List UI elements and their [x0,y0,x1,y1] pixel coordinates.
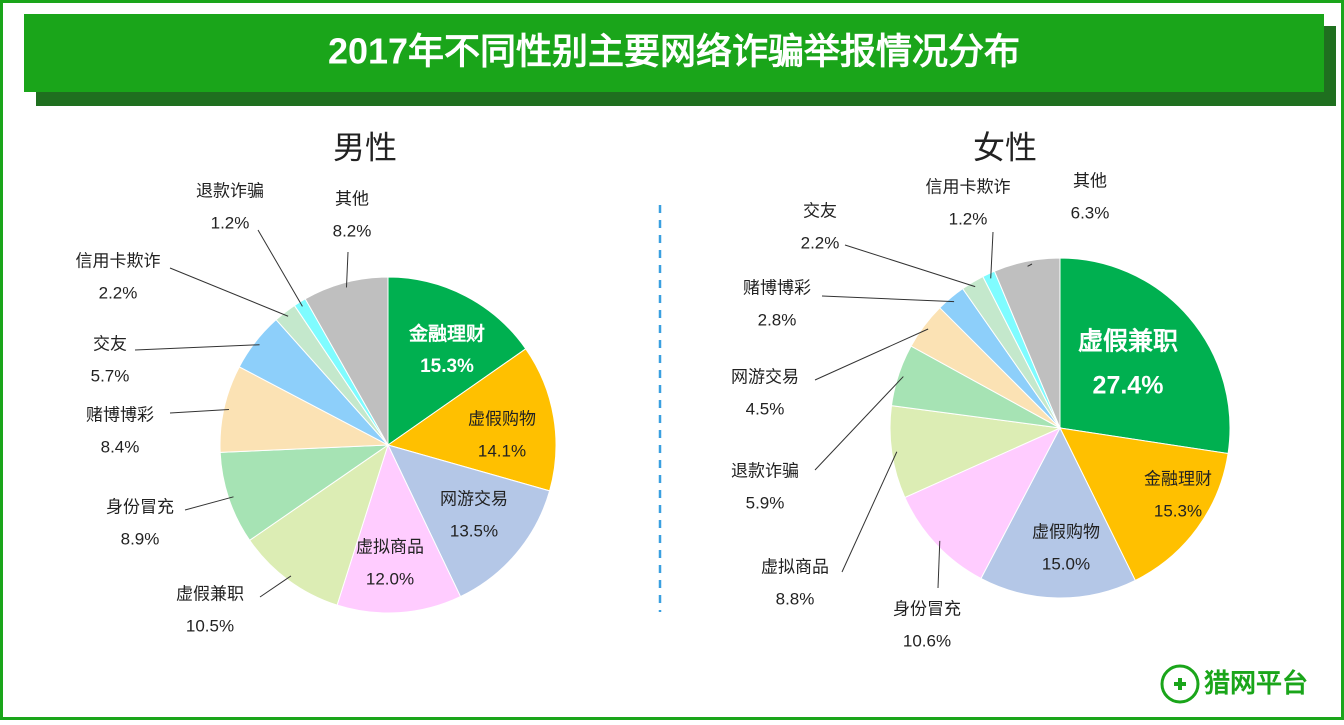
value-label: 5.7% [91,366,130,385]
category-label: 赌博博彩 [743,278,811,297]
leader-line [169,408,229,414]
pie-slice [1059,257,1231,455]
pie-slice [980,426,1136,599]
page-title: 2017年不同性别主要网络诈骗举报情况分布 [328,31,1020,72]
leader-line [259,575,292,598]
category-label: 交友 [803,201,837,220]
leader-line [184,496,234,511]
value-label: 15.3% [1154,501,1202,520]
leader-line [345,251,349,288]
category-label: 退款诈骗 [196,181,264,200]
leader-line [990,231,994,279]
value-label: 5.9% [746,493,785,512]
value-label: 2.2% [801,233,840,252]
leader-line [1027,263,1033,267]
value-label: 4.5% [746,399,785,418]
value-label: 8.4% [101,437,140,456]
category-label: 虚拟商品 [356,537,424,556]
pie-slice [889,405,1062,499]
banner [24,14,1324,92]
pie-slice [336,443,462,614]
category-label: 金融理财 [1144,469,1212,488]
leader-line [844,244,976,288]
category-label: 身份冒充 [893,599,961,618]
category-label: 其他 [1073,171,1107,190]
leader-line [814,376,904,471]
value-label: 10.5% [186,616,234,635]
leader-line [169,267,289,317]
value-label: 15.0% [1042,554,1090,573]
category-label: 金融理财 [408,322,485,345]
pie-slice [993,257,1061,429]
value-label: 13.5% [450,521,498,540]
category-label: 其他 [335,189,369,208]
category-label: 虚假兼职 [176,584,244,603]
pie-slice [248,443,389,606]
logo: 猎网平台 [1160,664,1308,704]
category-label: 交友 [93,334,127,353]
category-label: 信用卡欺诈 [926,177,1011,196]
value-label: 8.8% [776,589,815,608]
chart-title: 女性 [973,129,1037,165]
value-label: 27.4% [1093,372,1164,400]
category-label: 信用卡欺诈 [76,251,161,270]
leader-line [134,344,260,351]
pie-slice [387,276,527,446]
leader-line [821,295,955,303]
category-label: 虚假兼职 [1078,327,1178,356]
category-label: 虚假购物 [1032,522,1100,541]
value-label: 1.2% [211,213,250,232]
value-label: 6.3% [1071,203,1110,222]
value-label: 2.8% [758,310,797,329]
pie-slice [386,348,557,492]
value-label: 1.2% [949,209,988,228]
category-label: 退款诈骗 [731,461,799,480]
logo-cross [1174,678,1186,690]
leader-line [937,540,941,589]
pie-slice [1059,427,1229,582]
value-label: 2.2% [99,283,138,302]
logo-text: 猎网平台 [1204,668,1308,698]
pie-slice [387,444,551,598]
chart-title: 男性 [333,129,397,165]
value-label: 8.9% [121,529,160,548]
value-label: 12.0% [366,569,414,588]
leader-line [841,451,898,573]
category-label: 网游交易 [731,367,799,386]
category-label: 赌博博彩 [86,405,154,424]
pie-slice [219,366,390,453]
leader-line [257,229,303,307]
category-label: 虚拟商品 [761,557,829,576]
category-label: 网游交易 [440,489,508,508]
value-label: 15.3% [420,356,474,377]
category-label: 身份冒充 [106,497,174,516]
value-label: 8.2% [333,221,372,240]
leader-line [814,328,929,381]
pie-slice [304,276,389,447]
value-label: 10.6% [903,631,951,650]
category-label: 虚假购物 [468,409,536,428]
value-label: 14.1% [478,441,526,460]
pie-slice [904,426,1062,580]
